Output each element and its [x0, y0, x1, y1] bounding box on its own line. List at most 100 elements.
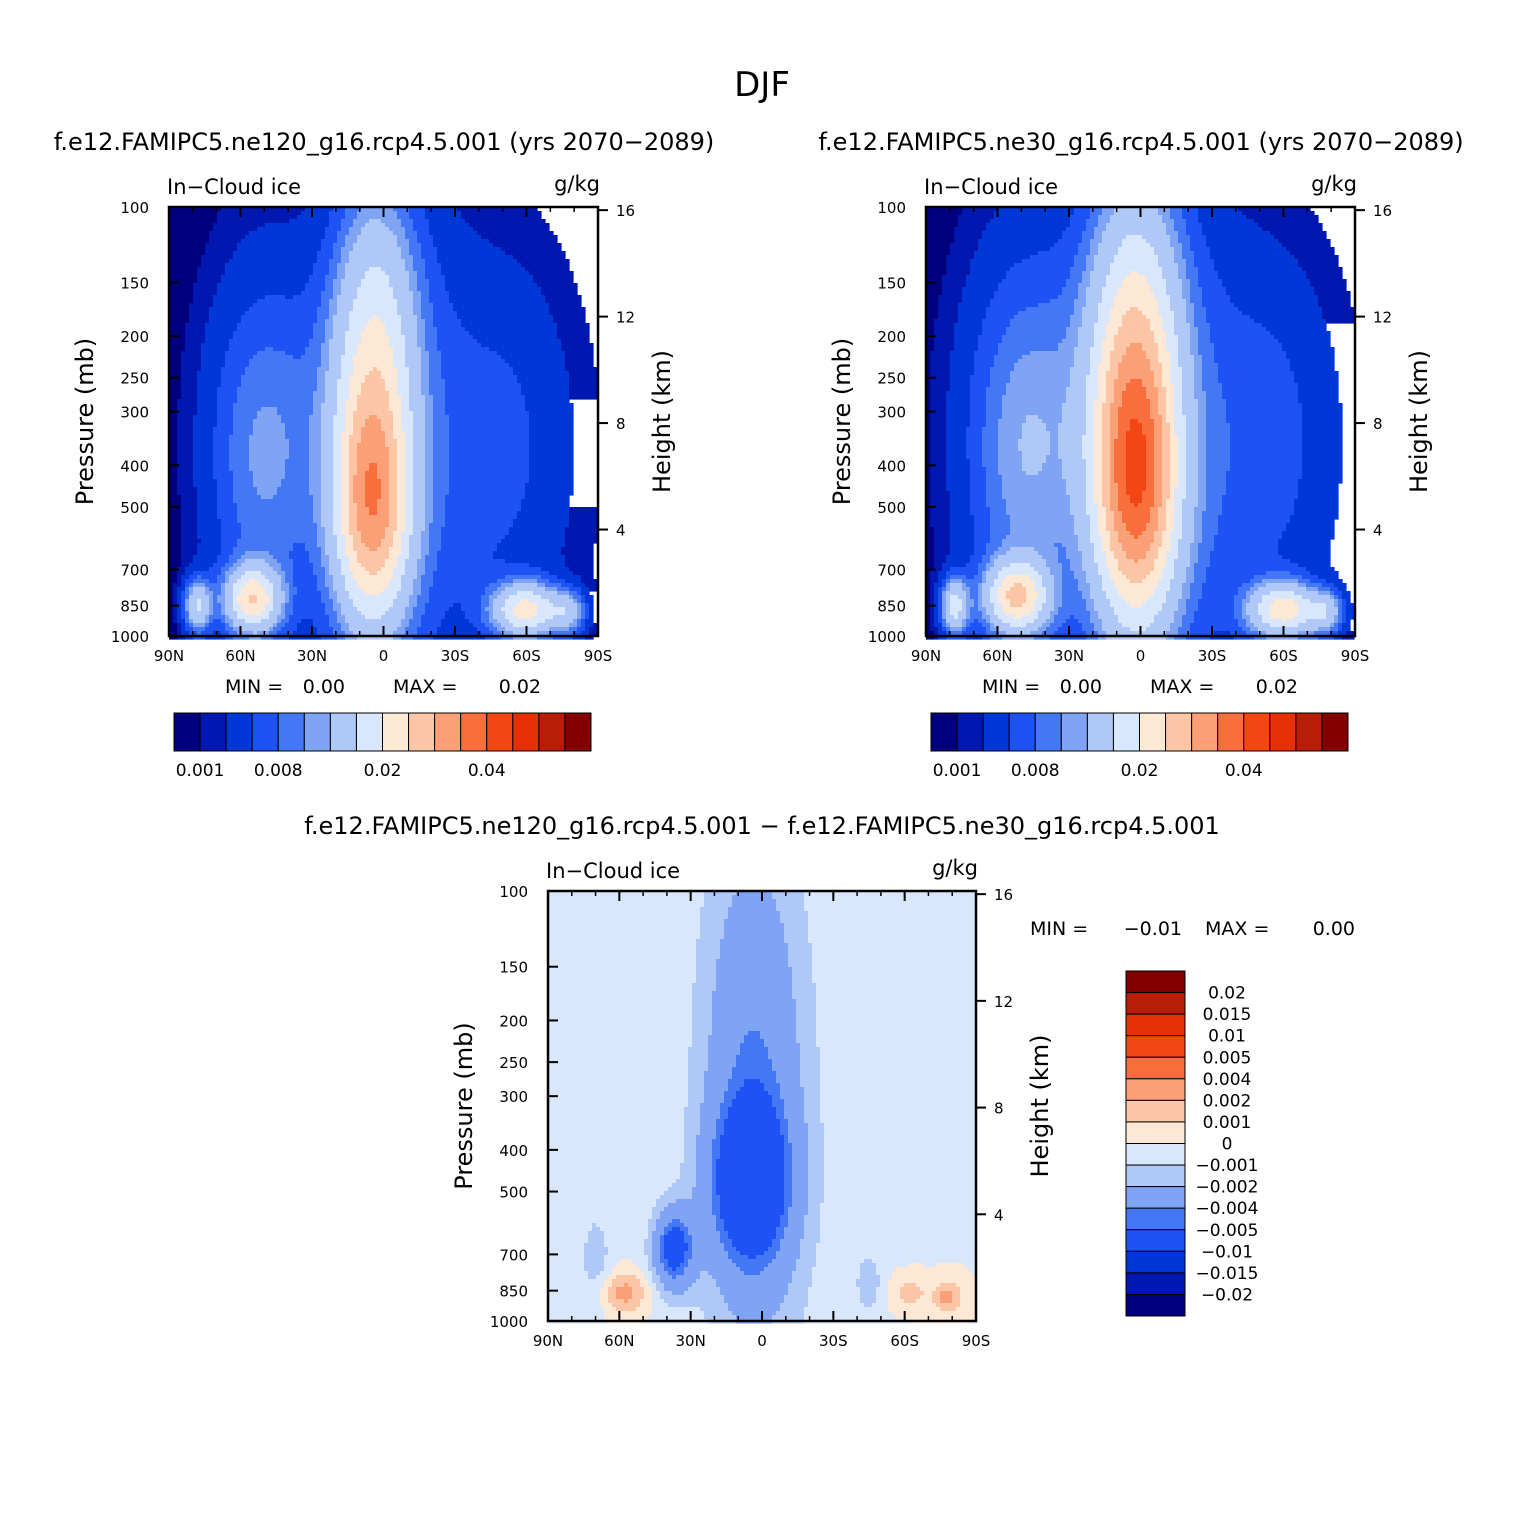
- y-tick-label: 250: [120, 370, 149, 388]
- x-tick-label: 0: [757, 1332, 767, 1350]
- y-tick-label: 150: [877, 275, 906, 293]
- figure-title: DJF: [734, 65, 790, 105]
- colorbar-box: [1125, 1143, 1186, 1166]
- x-tick-label: 30N: [297, 647, 327, 665]
- min-value: −0.01: [1124, 918, 1182, 940]
- colorbar-box: [512, 712, 540, 752]
- colorbar-box: [538, 712, 566, 752]
- max-label: MAX =: [393, 676, 457, 698]
- colorbar-label: −0.02: [1201, 1285, 1253, 1305]
- x-tick-label: 60S: [890, 1332, 919, 1350]
- max-label: MAX =: [1205, 918, 1269, 940]
- min-label: MIN =: [982, 676, 1040, 698]
- colorbar-box: [1217, 712, 1245, 752]
- colorbar-label: −0.002: [1196, 1178, 1259, 1198]
- colorbar-box: [956, 712, 984, 752]
- max-value: 0.00: [1313, 918, 1355, 940]
- colorbar-box: [1295, 712, 1323, 752]
- min-value: 0.00: [1060, 676, 1102, 698]
- y-tick-label: 1000: [490, 1313, 528, 1331]
- colorbar-box: [1034, 712, 1062, 752]
- y2-axis-title: Height (km): [1026, 1035, 1054, 1178]
- colorbar-label: 0.02: [1208, 984, 1246, 1004]
- y-tick-label: 200: [120, 328, 149, 346]
- panel-title: f.e12.FAMIPC5.ne30_g16.rcp4.5.001 (yrs 2…: [818, 128, 1463, 156]
- colorbar-box: [1086, 712, 1114, 752]
- colorbar: 0.001 0.008 0.02 0.04: [930, 712, 1349, 781]
- colorbar-box: [303, 712, 331, 752]
- x-tick-label: 60N: [225, 647, 255, 665]
- colorbar-box: [1008, 712, 1036, 752]
- y-tick-label: 150: [120, 275, 149, 293]
- colorbar: 0.020.0150.010.0050.0040.0020.0010−0.001…: [1125, 970, 1259, 1317]
- y-tick-label: 100: [499, 883, 528, 901]
- colorbar-label: 0.008: [1011, 761, 1060, 781]
- colorbar-label: −0.005: [1196, 1221, 1259, 1241]
- y-tick-label: 250: [499, 1054, 528, 1072]
- y-tick-label: 250: [877, 370, 906, 388]
- panel-title: f.e12.FAMIPC5.ne120_g16.rcp4.5.001 − f.e…: [304, 812, 1220, 840]
- x-tick-label: 90N: [533, 1332, 563, 1350]
- colorbar-box: [460, 712, 488, 752]
- x-tick-label: 30N: [676, 1332, 706, 1350]
- x-tick-label: 60S: [512, 647, 541, 665]
- y-tick-label: 100: [120, 199, 149, 217]
- colorbar-box: [1125, 970, 1186, 994]
- colorbar-box: [1191, 712, 1219, 752]
- colorbar-box: [1125, 1293, 1186, 1317]
- colorbar-box: [564, 712, 592, 752]
- colorbar-label: 0.001: [1203, 1113, 1252, 1133]
- colorbar-box: [1243, 712, 1271, 752]
- colorbar-box: [277, 712, 305, 752]
- colorbar-box: [982, 712, 1010, 752]
- y2-tick-label: 16: [1373, 202, 1392, 220]
- y-tick-label: 500: [120, 499, 149, 517]
- y2-tick-label: 16: [616, 202, 635, 220]
- y-tick-label: 500: [499, 1184, 528, 1202]
- min-value: 0.00: [303, 676, 345, 698]
- colorbar-box: [355, 712, 383, 752]
- x-tick-label: 30S: [441, 647, 470, 665]
- colorbar-box: [1125, 1013, 1186, 1037]
- y2-tick-label: 16: [994, 886, 1013, 904]
- y-tick-label: 400: [877, 457, 906, 475]
- colorbar-box: [1125, 992, 1186, 1015]
- x-tick-label: 30S: [819, 1332, 848, 1350]
- contour-field: [169, 207, 598, 640]
- y-tick-label: 100: [877, 199, 906, 217]
- panel-ne30: f.e12.FAMIPC5.ne30_g16.rcp4.5.001 (yrs 2…: [818, 128, 1463, 781]
- y-tick-label: 200: [877, 328, 906, 346]
- colorbar-label: 0.04: [468, 761, 506, 781]
- colorbar-box: [225, 712, 253, 752]
- colorbar-label: 0.008: [254, 761, 303, 781]
- colorbar-label: −0.015: [1196, 1264, 1259, 1284]
- colorbar-box: [1125, 1186, 1186, 1209]
- y2-tick-label: 12: [616, 309, 635, 327]
- x-tick-label: 90N: [911, 647, 941, 665]
- colorbar-box: [1125, 1207, 1186, 1231]
- colorbar-box: [1125, 1164, 1186, 1188]
- y-axis-title: Pressure (mb): [450, 1022, 478, 1189]
- variable-label: In−Cloud ice: [167, 175, 301, 199]
- y2-tick-label: 4: [1373, 522, 1383, 540]
- x-tick-label: 90N: [154, 647, 184, 665]
- x-tick-label: 30N: [1054, 647, 1084, 665]
- colorbar-box: [1125, 1078, 1186, 1101]
- y-tick-label: 300: [499, 1088, 528, 1106]
- colorbar-label: 0.01: [1208, 1027, 1246, 1047]
- colorbar-label: 0.005: [1203, 1048, 1252, 1068]
- units-label: g/kg: [932, 856, 978, 880]
- panel-title: f.e12.FAMIPC5.ne120_g16.rcp4.5.001 (yrs …: [54, 128, 715, 156]
- min-label: MIN =: [225, 676, 283, 698]
- panel-difference: f.e12.FAMIPC5.ne120_g16.rcp4.5.001 − f.e…: [304, 812, 1355, 1350]
- colorbar-box: [173, 712, 201, 752]
- y-tick-label: 300: [877, 404, 906, 422]
- colorbar-box: [1321, 712, 1349, 752]
- y-tick-label: 500: [877, 499, 906, 517]
- colorbar-box: [1060, 712, 1088, 752]
- units-label: g/kg: [554, 172, 600, 196]
- colorbar-box: [1125, 1229, 1186, 1252]
- x-tick-label: 60S: [1269, 647, 1298, 665]
- colorbar-box: [329, 712, 357, 752]
